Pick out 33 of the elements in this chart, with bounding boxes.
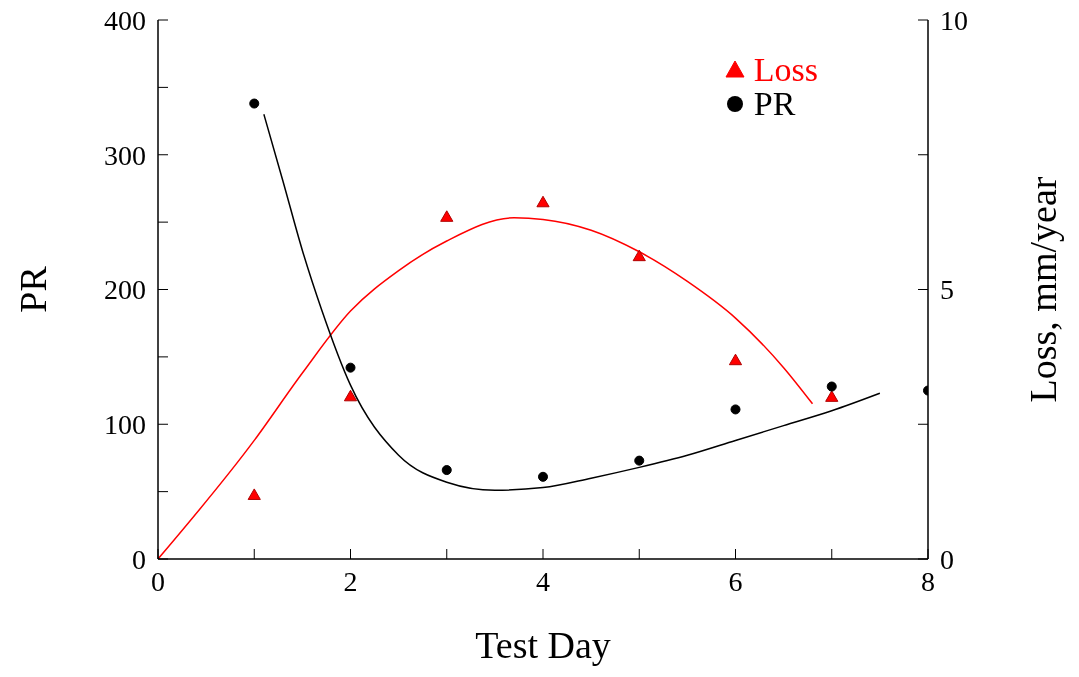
y2-tick-label: 5 — [940, 274, 954, 306]
point — [728, 353, 743, 366]
y-axis-title: PR — [12, 265, 55, 313]
point — [730, 404, 741, 415]
point — [440, 210, 454, 222]
point — [343, 389, 358, 402]
x-axis-title: Test Day — [475, 624, 611, 666]
y-tick-label: 100 — [104, 409, 146, 441]
x-tick-label: 6 — [728, 565, 743, 597]
x-tick-label: 8 — [921, 565, 935, 597]
point — [441, 465, 452, 476]
point — [345, 362, 356, 373]
legend-label: Loss — [753, 51, 818, 88]
line-series — [158, 217, 814, 559]
point — [536, 195, 550, 208]
point — [634, 455, 645, 466]
point — [825, 390, 839, 402]
y-tick-label: 200 — [104, 274, 146, 306]
y-tick-label: 400 — [104, 4, 146, 36]
y2-axis-title: Loss, mm/year — [1022, 176, 1065, 403]
x-tick-label: 4 — [536, 565, 550, 597]
y-tick-label: 0 — [132, 543, 146, 575]
point — [826, 381, 837, 392]
point — [632, 249, 646, 262]
y2-tick-label: 0 — [940, 543, 954, 575]
point — [537, 471, 549, 482]
y2-tick-label: 10 — [940, 4, 968, 36]
point — [249, 98, 260, 109]
x-tick-label: 2 — [343, 565, 358, 597]
line-series — [263, 113, 881, 492]
y-tick-label: 300 — [104, 139, 146, 171]
point — [247, 488, 261, 500]
legend-label: PR — [753, 85, 796, 122]
